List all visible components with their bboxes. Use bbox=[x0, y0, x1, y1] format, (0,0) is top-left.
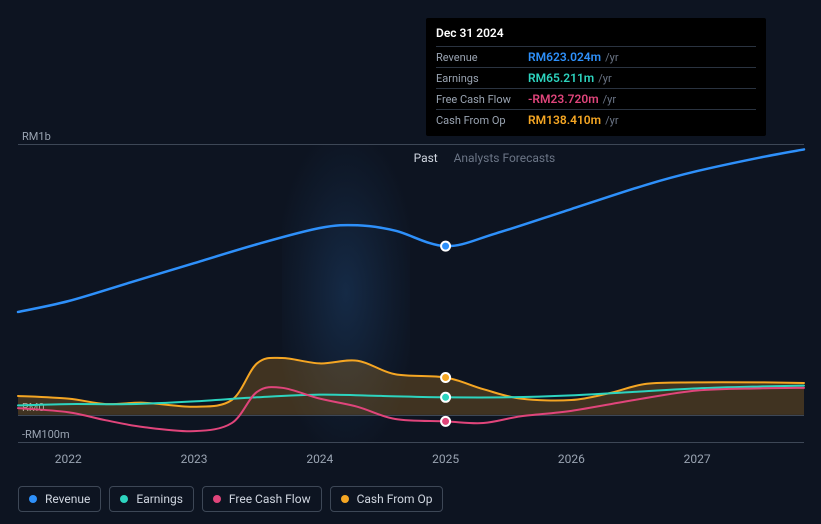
tooltip-row-unit: /yr bbox=[603, 93, 616, 106]
tooltip-row-label: Earnings bbox=[436, 72, 528, 85]
marker-free_cash_flow bbox=[441, 417, 450, 426]
tooltip-row: Free Cash Flow-RM23.720m/yr bbox=[436, 88, 756, 109]
x-tick-label: 2026 bbox=[558, 452, 585, 466]
series-line-revenue bbox=[18, 149, 804, 312]
tooltip-row-unit: /yr bbox=[598, 72, 611, 85]
x-tick-label: 2022 bbox=[55, 452, 82, 466]
gridline bbox=[18, 442, 804, 443]
tooltip-row-unit: /yr bbox=[605, 51, 618, 64]
tooltip-row-value: RM623.024m bbox=[528, 50, 601, 64]
x-tick-label: 2023 bbox=[181, 452, 208, 466]
legend: Revenue Earnings Free Cash Flow Cash From O… bbox=[18, 486, 443, 512]
x-tick-label: 2025 bbox=[432, 452, 459, 466]
tooltip-row-label: Free Cash Flow bbox=[436, 93, 528, 106]
tooltip-row: Cash From OpRM138.410m/yr bbox=[436, 109, 756, 130]
tooltip-row-value: RM65.211m bbox=[528, 71, 594, 85]
legend-item-free_cash_flow[interactable]: Free Cash Flow bbox=[202, 486, 322, 512]
tooltip-row-label: Revenue bbox=[436, 51, 528, 64]
marker-revenue bbox=[441, 242, 450, 251]
series-fill-cash_from_op bbox=[18, 358, 804, 415]
tooltip-date: Dec 31 2024 bbox=[436, 26, 756, 46]
tooltip-row-label: Cash From Op bbox=[436, 114, 528, 127]
tooltip-row: RevenueRM623.024m/yr bbox=[436, 46, 756, 67]
chart-tooltip: Dec 31 2024 RevenueRM623.024m/yrEarnings… bbox=[426, 18, 766, 136]
legend-dot-icon bbox=[341, 495, 349, 503]
tooltip-row: EarningsRM65.211m/yr bbox=[436, 67, 756, 88]
legend-label: Revenue bbox=[45, 492, 90, 506]
legend-label: Free Cash Flow bbox=[229, 492, 311, 506]
legend-dot-icon bbox=[29, 495, 37, 503]
marker-cash_from_op bbox=[441, 373, 450, 382]
financials-chart: RM1bRM0-RM100m Past Analysts Forecasts 2… bbox=[0, 0, 821, 524]
plot-svg bbox=[18, 144, 804, 442]
legend-label: Earnings bbox=[136, 492, 183, 506]
tooltip-row-value: RM138.410m bbox=[528, 113, 601, 127]
legend-item-earnings[interactable]: Earnings bbox=[109, 486, 194, 512]
legend-dot-icon bbox=[120, 495, 128, 503]
legend-dot-icon bbox=[213, 495, 221, 503]
y-tick-label: RM1b bbox=[22, 130, 51, 143]
marker-earnings bbox=[441, 393, 450, 402]
x-tick-label: 2027 bbox=[684, 452, 711, 466]
legend-item-cash_from_op[interactable]: Cash From Op bbox=[330, 486, 444, 512]
x-tick-label: 2024 bbox=[306, 452, 333, 466]
tooltip-row-value: -RM23.720m bbox=[528, 92, 599, 106]
tooltip-row-unit: /yr bbox=[605, 114, 618, 127]
legend-item-revenue[interactable]: Revenue bbox=[18, 486, 101, 512]
legend-label: Cash From Op bbox=[357, 492, 433, 506]
